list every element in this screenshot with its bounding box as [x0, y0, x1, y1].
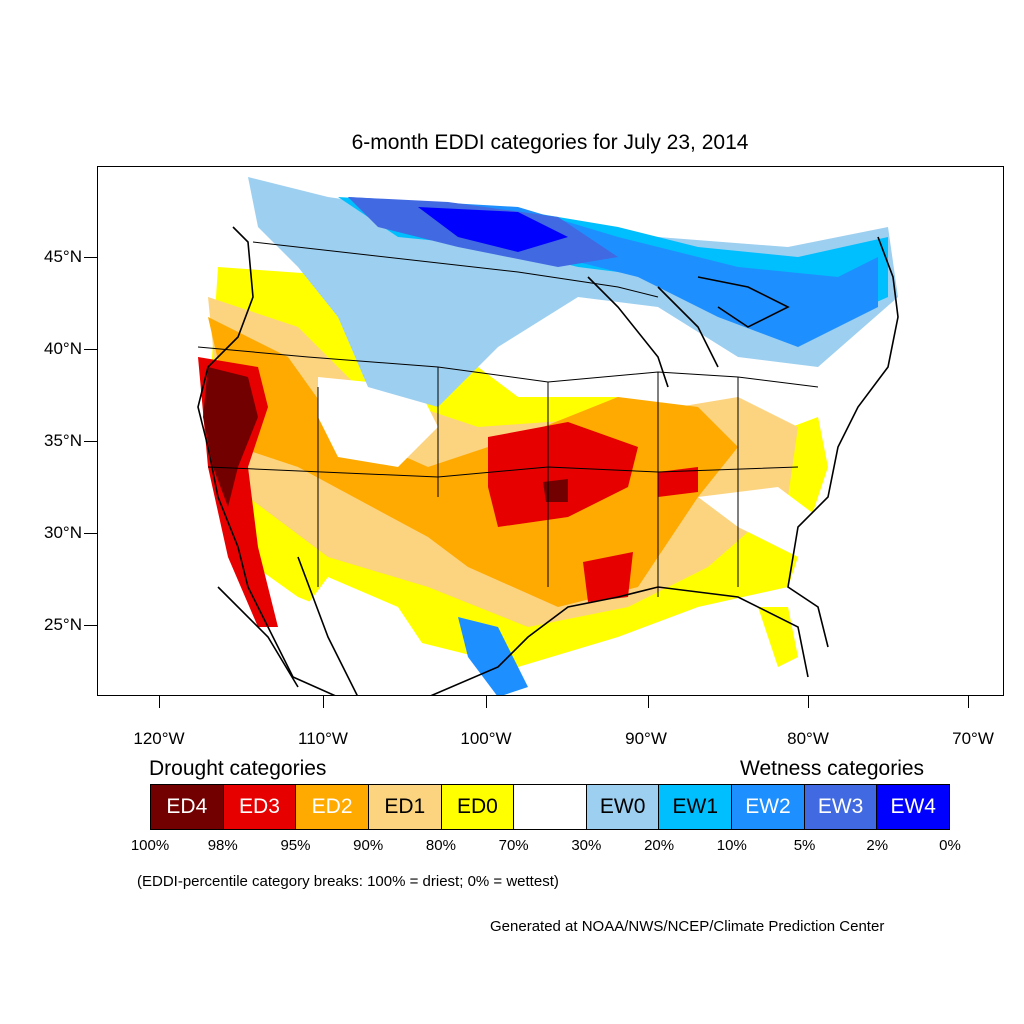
x-tickmark-90: [648, 696, 649, 708]
legend-box-normal: [514, 785, 587, 829]
y-tick-label: 35°N: [44, 431, 82, 450]
legend-box-ed4: ED4: [151, 785, 224, 829]
drought-header: Drought categories: [149, 757, 327, 780]
legend-box-ew0: EW0: [586, 785, 660, 829]
region-ed3-ohio: [658, 467, 698, 497]
legend-box-ew4: EW4: [877, 785, 950, 829]
y-tickmark-40: [84, 349, 97, 350]
x-tick-label: 80°W: [787, 729, 829, 748]
y-tickmark-45: [84, 257, 97, 258]
state-meridian-lines: [317, 367, 739, 597]
x-tickmark-120: [159, 696, 160, 708]
percentile-label: 80%: [425, 837, 456, 854]
percentile-label: 2%: [866, 837, 889, 854]
x-tickmark-100: [486, 696, 487, 708]
percentile-label: 100%: [130, 837, 170, 854]
x-tick-label: 90°W: [625, 729, 667, 748]
legend-box-ed1: ED1: [368, 785, 442, 829]
percentile-label: 95%: [280, 837, 311, 854]
y-tick-label: 25°N: [44, 615, 82, 634]
region-ew4-north: [418, 207, 568, 252]
coastlines: [197, 226, 899, 695]
eddi-map: [197, 177, 899, 695]
percentile-label: 0%: [939, 837, 961, 854]
y-tickmark-35: [84, 441, 97, 442]
x-tickmark-110: [323, 696, 324, 708]
region-ed4-kansas: [543, 479, 568, 502]
y-tick-label: 45°N: [44, 247, 82, 266]
percentile-label: 70%: [498, 837, 529, 854]
credit-line: Generated at NOAA/NWS/NCEP/Climate Predi…: [490, 918, 885, 935]
y-tick-label: 30°N: [44, 523, 82, 542]
legend-box-ew3: EW3: [804, 785, 878, 829]
percentile-label: 10%: [716, 837, 747, 854]
region-normal-west: [318, 377, 438, 467]
percentile-label: 20%: [644, 837, 675, 854]
wetness-header: Wetness categories: [740, 757, 925, 780]
region-normal-south: [298, 577, 438, 667]
region-ed2: [208, 317, 738, 607]
legend-box-ed0: ED0: [441, 785, 515, 829]
map-area: [97, 166, 1004, 696]
percentile-note: (EDDI-percentile category breaks: 100% =…: [137, 873, 559, 890]
region-ed4-west: [203, 367, 258, 507]
x-tickmark-70: [968, 696, 969, 708]
state-borders: [197, 241, 819, 597]
x-tick-label: 100°W: [460, 729, 512, 748]
us-outline: [197, 226, 899, 695]
percentile-label: 90%: [353, 837, 384, 854]
region-ed3-south: [583, 552, 633, 602]
percentile-label: 5%: [793, 837, 816, 854]
region-normal-east: [698, 487, 818, 557]
northern-border: [252, 241, 659, 298]
baja-mexico: [217, 556, 358, 695]
percentile-label: 98%: [207, 837, 238, 854]
legend-box-ed2: ED2: [296, 785, 369, 829]
region-ed3-central: [488, 422, 638, 527]
category-regions: [198, 177, 898, 695]
x-tick-label: 120°W: [133, 729, 185, 748]
x-tick-label: 110°W: [298, 729, 348, 748]
y-tick-label: 40°N: [44, 339, 82, 358]
legend-box-ed3: ED3: [223, 785, 297, 829]
legend-box-ew2: EW2: [732, 785, 805, 829]
legend-colorbar: ED4 ED3 ED2 ED1 ED0 EW0 EW1 EW2 EW3 EW4: [150, 784, 950, 830]
map-title: 6-month EDDI categories for July 23, 201…: [351, 131, 749, 154]
x-tickmark-80: [808, 696, 809, 708]
region-ed0-florida: [758, 607, 798, 667]
percentile-label: 30%: [571, 837, 602, 854]
y-tickmark-30: [84, 533, 97, 534]
x-tick-label: 70°W: [952, 729, 994, 748]
y-tickmark-25: [84, 625, 97, 626]
region-ew-texas-coast: [458, 617, 528, 695]
legend-box-ew1: EW1: [659, 785, 733, 829]
